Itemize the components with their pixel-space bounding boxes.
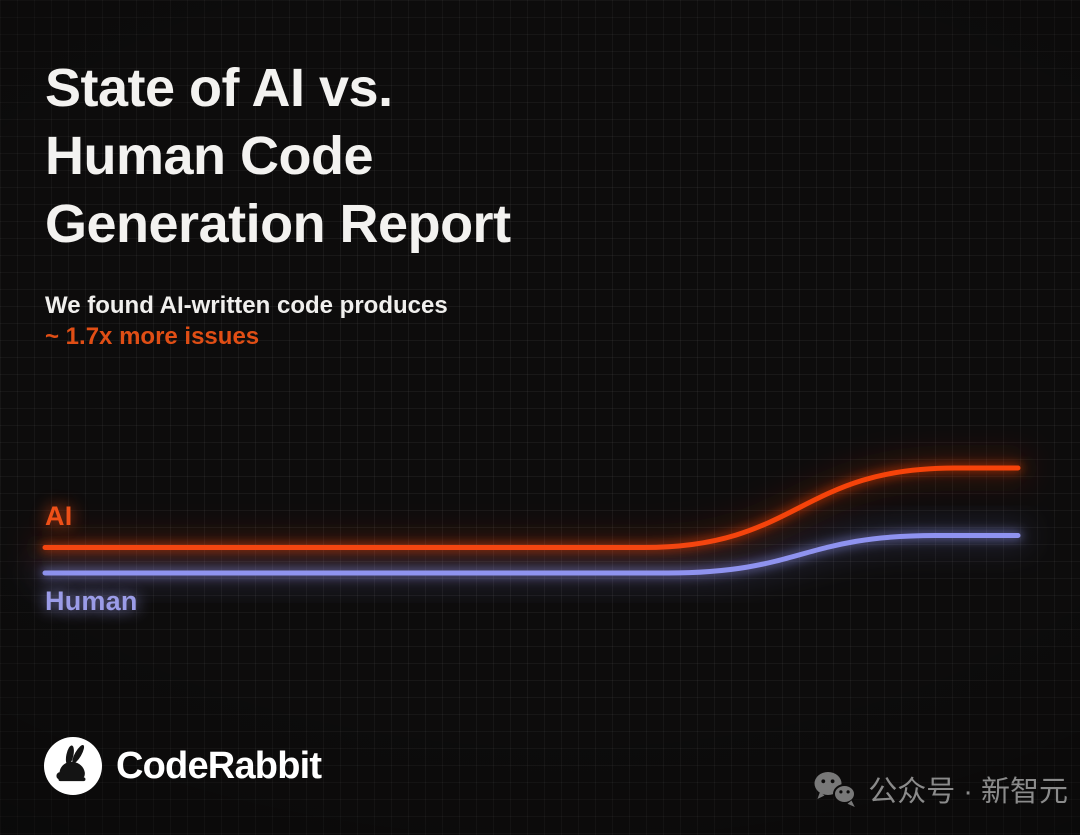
title-line-1: State of AI vs. (45, 58, 393, 118)
series-lines (32, 455, 1031, 586)
brand-wordmark: CodeRabbit (116, 744, 322, 787)
series-line-human (42, 533, 1021, 576)
subtitle-highlight: ~ 1.7x more issues (45, 323, 260, 350)
brand-footer: CodeRabbit (44, 737, 322, 795)
series-label-ai: AI (45, 501, 73, 531)
header: State of AI vs. Human Code Generation Re… (45, 54, 511, 258)
wechat-watermark: 公众号 · 新智元 (812, 768, 1068, 810)
coderabbit-logo-icon (44, 737, 102, 795)
subtitle-text: We found AI-written code produces (45, 292, 448, 319)
watermark-text: 公众号 · 新智元 (868, 776, 1068, 808)
page-title: State of AI vs. Human Code Generation Re… (45, 54, 511, 258)
title-line-3: Generation Report (45, 194, 511, 254)
wechat-icon (814, 772, 857, 807)
title-line-2: Human Code (45, 126, 374, 186)
series-line-ai (42, 465, 1021, 550)
series-label-human: Human (45, 586, 138, 616)
subtitle: We found AI-written code produces ~ 1.7x… (45, 290, 448, 352)
